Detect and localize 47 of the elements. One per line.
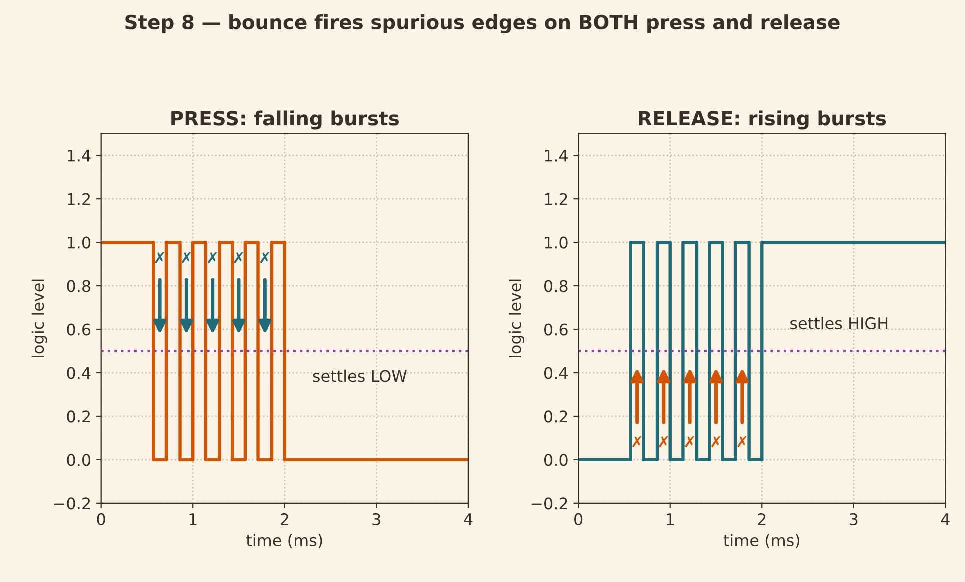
y-tick-label: 0.0 bbox=[67, 454, 91, 466]
x-tick-label: 4 bbox=[464, 514, 473, 526]
y-tick-label: 0.8 bbox=[67, 280, 91, 292]
x-tick-label: 3 bbox=[372, 513, 380, 526]
y-tick-label: −0.2 bbox=[532, 498, 568, 510]
x-axis-title: time (ms) bbox=[724, 534, 800, 548]
x-tick-label: 0 bbox=[97, 513, 106, 526]
y-tick-label: 1.0 bbox=[545, 236, 568, 249]
y-tick-label: −0.2 bbox=[54, 498, 90, 510]
annotation: ✗ bbox=[182, 252, 191, 264]
y-tick-label: 0.2 bbox=[67, 410, 90, 423]
x-axis-title: time (ms) bbox=[246, 534, 322, 548]
y-tick-label: 1.2 bbox=[545, 193, 568, 206]
y-tick-label: 0.6 bbox=[544, 324, 568, 336]
y-tick-label: 1.2 bbox=[68, 193, 90, 206]
y-tick-label: 0.4 bbox=[67, 367, 91, 380]
annotation: ✗ bbox=[632, 436, 642, 448]
y-tick-label: 0.4 bbox=[544, 367, 568, 380]
x-tick-label: 1 bbox=[667, 514, 674, 526]
y-tick-label: 1.0 bbox=[68, 236, 91, 249]
x-tick-label: 4 bbox=[941, 514, 950, 526]
y-tick-label: 1.4 bbox=[68, 150, 91, 162]
annotation: ✗ bbox=[712, 436, 721, 448]
y-tick-label: 0.2 bbox=[544, 410, 568, 423]
x-tick-label: 2 bbox=[758, 513, 766, 526]
annotation: ✗ bbox=[685, 436, 694, 448]
annotation: settles HIGH bbox=[790, 317, 888, 330]
x-tick-label: 0 bbox=[574, 513, 583, 526]
y-axis-title: logic level bbox=[32, 280, 48, 358]
y-tick-label: 0.0 bbox=[544, 454, 568, 466]
y-tick-label: 1.4 bbox=[545, 150, 568, 162]
chart-title: PRESS: falling bursts bbox=[172, 110, 400, 130]
y-axis-title: logic level bbox=[509, 280, 525, 358]
chart-subtitle: Step 8 — bounce fires spurious edges on BOTH press and release bbox=[126, 14, 840, 34]
annotation: ✗ bbox=[659, 436, 668, 448]
y-tick-label: 0.6 bbox=[67, 324, 91, 336]
y-tick-label: 0.8 bbox=[544, 280, 568, 292]
x-tick-label: 2 bbox=[280, 513, 288, 526]
x-tick-label: 1 bbox=[190, 514, 197, 526]
annotation: settles LOW bbox=[313, 370, 407, 382]
chart-title: RELEASE: rising bursts bbox=[639, 110, 886, 130]
annotation: ✗ bbox=[738, 436, 747, 448]
annotation: ✗ bbox=[234, 252, 244, 264]
annotation: ✗ bbox=[155, 252, 164, 264]
annotation: ✗ bbox=[208, 252, 218, 264]
annotation: ✗ bbox=[260, 252, 270, 264]
x-tick-label: 3 bbox=[850, 513, 858, 526]
